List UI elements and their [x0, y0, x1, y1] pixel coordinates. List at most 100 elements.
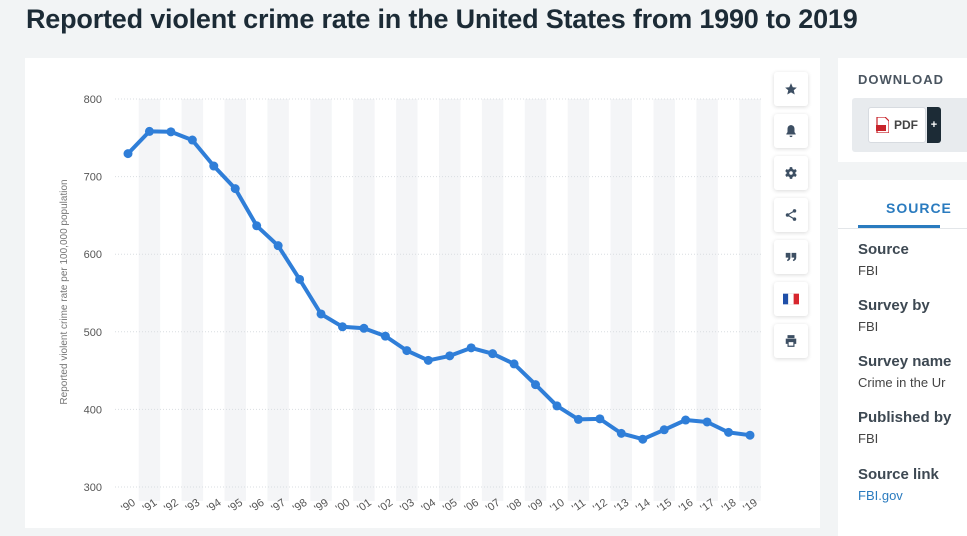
source-link-label: Source link: [858, 466, 939, 483]
x-tick-label: '18: [720, 497, 739, 515]
source-item: Source FBI: [858, 241, 909, 278]
data-point[interactable]: [466, 343, 476, 353]
y-tick-label: 300: [84, 482, 102, 494]
quote-icon: [785, 252, 797, 262]
pdf-options-button[interactable]: +: [927, 107, 941, 143]
column-band: [310, 99, 332, 501]
survey-by-item: Survey by FBI: [858, 297, 930, 334]
survey-by-label: Survey by: [858, 297, 930, 314]
data-point[interactable]: [488, 349, 498, 359]
tab-divider: [838, 228, 967, 229]
x-tick-label: '14: [634, 497, 653, 515]
data-point[interactable]: [402, 346, 412, 356]
french-flag-icon: [783, 293, 799, 305]
x-tick-label: '04: [420, 497, 439, 515]
print-button[interactable]: [774, 324, 808, 358]
tab-source[interactable]: SOURCE: [886, 200, 952, 216]
column-band: [439, 99, 461, 501]
x-tick-label: '06: [462, 497, 481, 515]
source-link[interactable]: FBI.gov: [858, 488, 903, 503]
download-panel: DOWNLOAD PDF +: [838, 58, 967, 162]
x-tick-label: '90: [119, 497, 138, 515]
published-by-label: Published by: [858, 409, 952, 426]
y-tick-label: 800: [84, 94, 102, 106]
column-band: [224, 99, 246, 501]
column-band: [567, 99, 590, 501]
notification-button[interactable]: [774, 114, 808, 148]
data-point[interactable]: [166, 127, 176, 137]
settings-button[interactable]: [774, 156, 808, 190]
x-tick-label: '10: [548, 497, 567, 515]
tab-underline: [858, 225, 940, 228]
data-point[interactable]: [595, 414, 605, 424]
survey-name-label: Survey name: [858, 353, 952, 370]
gear-icon: [785, 167, 797, 179]
data-point[interactable]: [123, 149, 133, 159]
data-point[interactable]: [144, 126, 154, 136]
data-point[interactable]: [295, 274, 305, 284]
column-band: [739, 99, 761, 501]
column-band: [481, 99, 504, 501]
data-point[interactable]: [531, 380, 541, 390]
share-button[interactable]: [774, 198, 808, 232]
data-point[interactable]: [659, 425, 669, 435]
data-point[interactable]: [423, 355, 433, 365]
data-point[interactable]: [209, 161, 219, 171]
x-tick-label: '16: [677, 497, 696, 515]
y-tick-label: 500: [84, 327, 102, 339]
column-band: [396, 99, 418, 501]
x-tick-label: '98: [291, 497, 310, 515]
y-tick-label: 600: [84, 249, 102, 261]
data-point[interactable]: [745, 430, 755, 440]
x-tick-label: '92: [162, 497, 181, 515]
data-point[interactable]: [187, 135, 197, 145]
data-point[interactable]: [252, 221, 262, 231]
pdf-download-button[interactable]: PDF: [868, 107, 926, 143]
survey-by-value: FBI: [858, 319, 879, 334]
data-point[interactable]: [337, 322, 347, 332]
column-band: [138, 99, 161, 501]
download-title: DOWNLOAD: [858, 72, 944, 87]
data-point[interactable]: [509, 359, 519, 369]
data-point[interactable]: [359, 323, 369, 333]
data-point[interactable]: [638, 434, 648, 444]
x-tick-label: '08: [505, 497, 524, 515]
x-tick-label: '00: [334, 497, 353, 515]
chart-panel: 300 400 500 600 700 800 '90'91'92'93'94'95'96…: [25, 58, 820, 528]
published-by-value: FBI: [858, 431, 879, 446]
page-title: Reported violent crime rate in the Unite…: [26, 4, 858, 34]
y-tick-label: 700: [84, 172, 102, 184]
download-options: PDF +: [852, 98, 967, 152]
source-link-item: Source link FBI.gov: [858, 466, 939, 503]
data-point[interactable]: [724, 427, 734, 437]
source-panel: SOURCE Source FBI Survey by FBI Survey n…: [838, 180, 967, 536]
data-point[interactable]: [573, 414, 583, 424]
data-point[interactable]: [616, 428, 626, 438]
column-band: [524, 99, 547, 501]
data-point[interactable]: [552, 401, 562, 411]
cite-button[interactable]: [774, 240, 808, 274]
column-band: [696, 99, 718, 501]
data-point[interactable]: [681, 415, 691, 425]
favorite-button[interactable]: [774, 72, 808, 106]
print-icon: [785, 335, 797, 347]
column-band: [181, 99, 204, 501]
bell-icon: [786, 125, 796, 138]
column-band: [353, 99, 375, 501]
survey-name-item: Survey name Crime in the Ur: [858, 353, 951, 390]
data-point[interactable]: [273, 241, 283, 251]
source-value: FBI: [858, 263, 879, 278]
data-point[interactable]: [230, 184, 240, 194]
column-band: [267, 99, 289, 501]
x-tick-label: '12: [591, 497, 610, 515]
data-point[interactable]: [380, 331, 390, 341]
survey-name-value: Crime in the Ur: [858, 375, 946, 390]
data-point[interactable]: [316, 309, 326, 319]
y-tick-label: 400: [84, 404, 102, 416]
data-point[interactable]: [702, 417, 712, 427]
language-button[interactable]: [774, 282, 808, 316]
column-band: [610, 99, 633, 501]
x-tick-label: '02: [377, 497, 396, 515]
data-point[interactable]: [445, 351, 455, 361]
